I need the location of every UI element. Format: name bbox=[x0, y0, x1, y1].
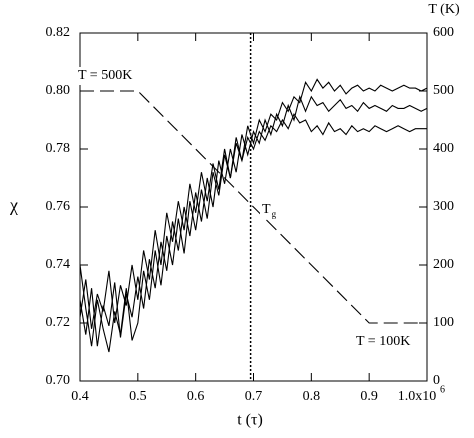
y-tick-label: 0.82 bbox=[46, 25, 71, 40]
annotation-subscript: g bbox=[272, 209, 277, 219]
annotation-bg bbox=[260, 201, 279, 219]
annotation-bg bbox=[76, 67, 135, 85]
x-tick-label: 0.4 bbox=[71, 389, 89, 404]
y-tick-label: 0.76 bbox=[46, 199, 71, 214]
y-tick-label: 0.70 bbox=[46, 373, 71, 388]
y-axis-label: χ bbox=[9, 195, 18, 215]
y2-tick-label: 200 bbox=[433, 257, 454, 272]
series-line bbox=[80, 90, 427, 324]
y2-tick-label: 400 bbox=[433, 141, 454, 156]
annotation-bg bbox=[354, 333, 413, 351]
x-tick-label: 0.5 bbox=[129, 389, 147, 404]
x-tick-label: 0.8 bbox=[303, 389, 321, 404]
y2-tick-label: 300 bbox=[433, 199, 454, 214]
y2-tick-label: 0 bbox=[433, 373, 440, 388]
y-tick-label: 0.74 bbox=[46, 257, 71, 272]
annotation: T bbox=[262, 202, 271, 217]
x-tick-label: 0.9 bbox=[360, 389, 378, 404]
y-tick-label: 0.80 bbox=[46, 83, 71, 98]
x-tick-label: 0.7 bbox=[245, 389, 263, 404]
series-line bbox=[79, 113, 427, 353]
x-tick-label: 1.0x10 bbox=[398, 389, 437, 404]
annotation: T = 500K bbox=[78, 68, 132, 83]
annotation: T = 100K bbox=[356, 334, 410, 349]
y-tick-label: 0.72 bbox=[46, 315, 71, 330]
x-axis-label: t (τ) bbox=[237, 412, 263, 429]
y2-axis-label: T (K) bbox=[428, 2, 460, 17]
y2-tick-label: 600 bbox=[433, 25, 454, 40]
series-line bbox=[79, 95, 428, 347]
y2-tick-label: 500 bbox=[433, 83, 454, 98]
y-tick-label: 0.78 bbox=[46, 141, 71, 156]
x-tick-superscript: 6 bbox=[440, 384, 445, 395]
x-tick-label: 0.6 bbox=[187, 389, 205, 404]
y2-tick-label: 100 bbox=[433, 315, 454, 330]
series-line bbox=[79, 78, 428, 329]
